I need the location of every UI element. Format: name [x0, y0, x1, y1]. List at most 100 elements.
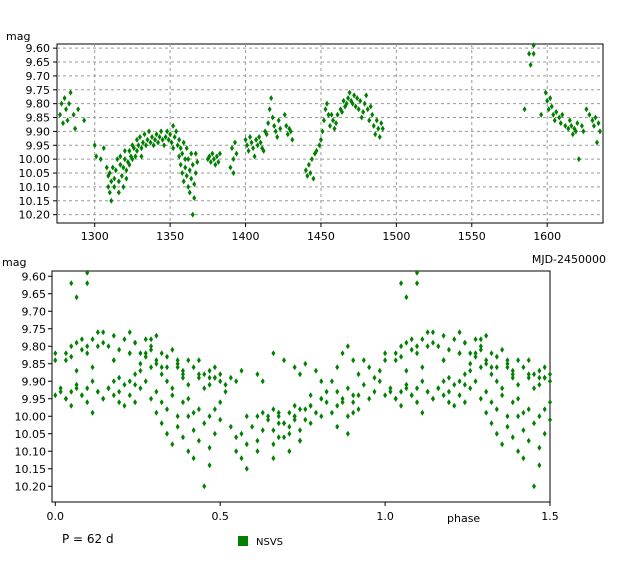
data-point: [542, 430, 547, 437]
data-point: [368, 103, 373, 110]
data-point: [399, 280, 404, 287]
data-point: [85, 280, 90, 287]
data-point: [168, 131, 173, 138]
data-point: [196, 406, 201, 413]
data-point: [124, 175, 129, 182]
data-point: [282, 420, 287, 427]
data-point: [551, 111, 556, 118]
data-point: [154, 360, 159, 367]
data-point: [372, 388, 377, 395]
data-point: [468, 385, 473, 392]
data-point: [139, 153, 144, 160]
data-point: [239, 367, 244, 374]
data-point: [303, 416, 308, 423]
data-point: [521, 455, 526, 462]
data-point: [213, 161, 218, 168]
data-point: [191, 455, 196, 462]
data-point: [266, 416, 271, 423]
y-tick-label: 9.90: [22, 375, 47, 388]
data-point: [234, 150, 239, 157]
data-point: [576, 156, 581, 163]
data-point: [478, 364, 483, 371]
data-point: [175, 413, 180, 420]
data-point: [159, 399, 164, 406]
data-point: [452, 336, 457, 343]
data-point: [276, 420, 281, 427]
data-point: [186, 156, 191, 163]
data-point: [446, 374, 451, 381]
data-point: [212, 430, 217, 437]
data-point: [133, 381, 138, 388]
bottom-x-axis: 0.0 0.5 1.0 1.5: [47, 502, 559, 523]
data-point: [255, 413, 260, 420]
data-point: [149, 395, 154, 402]
x-tick-label: 0.0: [47, 510, 65, 523]
data-point: [344, 100, 349, 107]
data-point: [548, 378, 552, 385]
data-point: [521, 364, 526, 371]
data-point: [335, 402, 340, 409]
data-point: [244, 441, 249, 448]
data-point: [180, 371, 185, 378]
data-point: [69, 353, 74, 360]
data-point: [192, 181, 197, 188]
data-point: [85, 269, 90, 276]
data-point: [340, 108, 345, 115]
data-point: [170, 392, 175, 399]
data-point: [58, 111, 63, 118]
data-point: [527, 50, 532, 57]
data-point: [136, 142, 141, 149]
data-point: [484, 357, 489, 364]
data-point: [457, 329, 462, 336]
data-point: [186, 357, 191, 364]
data-point: [69, 388, 74, 395]
y-tick-label: 9.65: [26, 56, 51, 69]
data-point: [596, 120, 601, 127]
data-point: [122, 336, 127, 343]
data-point: [107, 189, 112, 196]
data-point: [63, 350, 68, 357]
data-point: [335, 423, 340, 430]
data-point: [267, 106, 272, 113]
data-point: [154, 131, 159, 138]
data-point: [180, 170, 185, 177]
data-point: [218, 399, 223, 406]
top-data-points: [58, 42, 602, 218]
data-point: [276, 434, 281, 441]
data-point: [74, 294, 79, 301]
data-point: [150, 133, 155, 140]
data-point: [137, 133, 142, 140]
data-point: [287, 448, 292, 455]
data-point: [587, 111, 592, 118]
data-point: [590, 117, 595, 124]
data-point: [143, 378, 148, 385]
data-point: [370, 111, 375, 118]
data-point: [180, 150, 185, 157]
data-point: [324, 399, 329, 406]
data-point: [207, 462, 212, 469]
data-point: [372, 374, 377, 381]
data-point: [207, 153, 212, 160]
data-point: [71, 111, 76, 118]
data-point: [122, 402, 127, 409]
data-point: [154, 409, 159, 416]
data-point: [186, 448, 191, 455]
data-point: [216, 158, 221, 165]
data-point: [61, 120, 66, 127]
data-point: [494, 406, 499, 413]
data-point: [379, 120, 384, 127]
data-point: [329, 409, 334, 416]
data-point: [462, 371, 467, 378]
data-point: [319, 395, 324, 402]
y-tick-label: 10.15: [15, 463, 47, 476]
x-tick-label: 1.5: [541, 510, 559, 523]
data-point: [522, 106, 527, 113]
data-point: [234, 378, 239, 385]
data-point: [239, 430, 244, 437]
data-point: [154, 357, 159, 364]
data-point: [377, 378, 382, 385]
data-point: [570, 131, 575, 138]
data-point: [127, 161, 132, 168]
data-point: [175, 142, 180, 149]
